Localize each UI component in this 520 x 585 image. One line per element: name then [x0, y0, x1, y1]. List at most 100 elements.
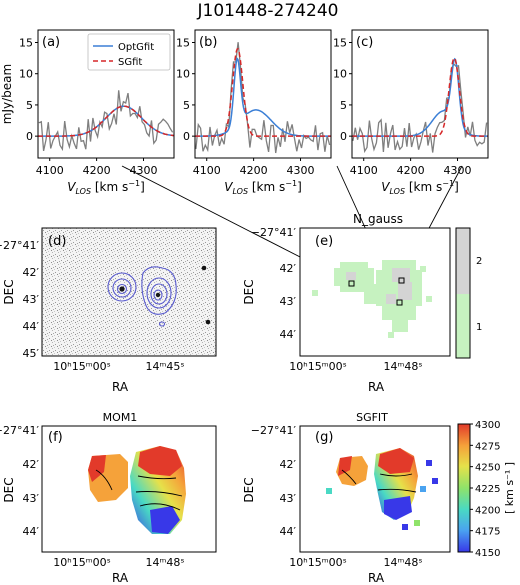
- ngauss-region-tail: [392, 318, 408, 332]
- panel-d-xticks: 10ʰ15ᵐ00ˢ 14ᵐ45ˢ: [53, 360, 184, 373]
- ngauss-cbar-2: [456, 228, 470, 294]
- spectrum-xtick-b-4100: 4100: [193, 164, 221, 177]
- spectrum-panel-a: (a) 0 5 10 15 4100 4200 4300 VLOS [km s−1]: [19, 29, 175, 196]
- legend-label-sgfit: SGfit: [118, 57, 142, 68]
- spectrum-ytick-a-0: 0: [26, 130, 33, 143]
- panel-d-ylabel: DEC: [2, 279, 16, 304]
- panel-e-title: N_gauss: [353, 212, 403, 226]
- sgfit-line-b: [195, 47, 331, 137]
- contour-right-2: [146, 277, 172, 309]
- ngauss-two-2: [398, 282, 412, 300]
- spectrum-ytick-c-5: 5: [340, 99, 347, 112]
- ngauss-two-1: [392, 268, 410, 282]
- pixel-marker-c: [398, 277, 405, 284]
- d-ytick-44: 44′: [23, 320, 40, 333]
- spectrum-xtick-c-4100: 4100: [350, 164, 378, 177]
- ngauss-cbar-tick-1: 1: [476, 322, 482, 333]
- spectrum-frame-c: [351, 29, 489, 159]
- optgfit-line-a: [38, 105, 174, 137]
- spectrum-panel-c: (c) 0 5 10 15 4100 4200 4300 VLOS [km s−1]: [333, 29, 489, 196]
- f-ytick-44: 44′: [23, 525, 40, 538]
- mom1-contour-2: [137, 475, 177, 480]
- e-ytick-43: 43′: [280, 295, 297, 308]
- spectrum-data-a: [38, 90, 174, 152]
- mom1-right-red: [138, 446, 182, 476]
- panel-f-xlabel: RA: [112, 571, 129, 585]
- optgfit-line-c: [352, 57, 488, 137]
- mom1-contour-1: [95, 469, 113, 491]
- d-ytick-45: 45′: [23, 347, 40, 360]
- g-xtick-2: 14ᵐ48ˢ: [384, 556, 423, 569]
- contour-left-2: [112, 278, 132, 298]
- velocity-cbar-tick-4175: 4175: [475, 527, 500, 538]
- spectrum-data-c: [352, 63, 488, 154]
- panel-g: SGFIT (g) −27°41′ 42′ 43′ 44′: [242, 411, 516, 585]
- mom1-right-blue: [150, 506, 180, 534]
- sgfit-pixel-3: [426, 460, 432, 466]
- panel-e-xticks: 10ʰ15ᵐ00ˢ 14ᵐ48ˢ: [289, 360, 422, 373]
- panel-e-ylabel: DEC: [242, 279, 256, 304]
- f-ytick-43: 43′: [23, 492, 40, 505]
- f-xtick-1: 10ʰ15ᵐ00ˢ: [53, 556, 110, 569]
- mom1-map: [88, 446, 186, 534]
- ngauss-region-edge-3: [312, 290, 318, 296]
- g-ytick-43: 43′: [280, 492, 297, 505]
- star-1: [201, 265, 207, 271]
- sgfit-left-red: [338, 456, 352, 476]
- velocity-cbar-tick-4225: 4225: [475, 484, 500, 495]
- panel-e-yticks: −27°41′ 42′ 43′ 44′: [251, 226, 297, 341]
- sgfit-right-red: [378, 448, 414, 474]
- panel-f-frame: [41, 425, 217, 553]
- velocity-cbar-tick-4275: 4275: [475, 441, 500, 452]
- panel-d-yticks: −27°41′ 42′ 43′ 44′ 45′: [0, 239, 39, 360]
- contour-right-5: [158, 321, 166, 327]
- ngauss-two-component: [346, 268, 412, 304]
- panel-d: (d) −27°41′ 42′ 43′ 44′ 45′ 10ʰ15ᵐ00ˢ 14…: [0, 227, 217, 394]
- d-ytick-43: 43′: [23, 293, 40, 306]
- ngauss-region-mid: [364, 284, 384, 304]
- g-xtick-1: 10ʰ15ᵐ00ˢ: [289, 556, 346, 569]
- velocity-cbar-tick-4150: 4150: [475, 548, 500, 559]
- mom1-contours: [95, 469, 183, 511]
- spectrum-xlabel-a: VLOS [km s−1]: [67, 179, 145, 196]
- spectrum-frame-b: [194, 29, 332, 159]
- panel-d-contours: [107, 266, 177, 327]
- ngauss-cbar-tick-2: 2: [476, 256, 482, 267]
- panel-d-frame: [41, 227, 217, 357]
- star-2: [205, 319, 211, 325]
- d-ytick-42: 42′: [23, 266, 40, 279]
- d-ytick-41: −27°41′: [0, 239, 39, 252]
- contour-left-3: [116, 283, 128, 295]
- spectrum-ytick-c-10: 10: [333, 68, 347, 81]
- spectrum-ytick-a-15: 15: [19, 36, 33, 49]
- mom1-contour-4: [139, 503, 181, 511]
- g-ytick-41: −27°41′: [251, 424, 297, 437]
- sgfit-right-blue: [384, 496, 412, 520]
- panel-g-label: (g): [315, 430, 333, 445]
- panel-e-label: (e): [315, 234, 333, 249]
- velocity-cbar-tick-4300: 4300: [475, 420, 500, 431]
- e-xtick-1: 10ʰ15ᵐ00ˢ: [289, 360, 346, 373]
- spectrum-ytick-a-5: 5: [26, 99, 33, 112]
- panel-g-xlabel: RA: [368, 571, 385, 585]
- panel-f-yticks: −27°41′ 42′ 43′ 44′: [0, 424, 39, 538]
- sgfit-pixel-1: [326, 488, 332, 494]
- panel-f-xticks: 10ʰ15ᵐ00ˢ 14ᵐ48ˢ: [53, 556, 184, 569]
- spectra-panels: (a) 0 5 10 15 4100 4200 4300 VLOS [km s−1] (b) 0 5 1…: [0, 29, 489, 196]
- sgfit-pixel-4: [432, 478, 438, 484]
- spectrum-xlabel-c: VLOS [km s−1]: [381, 179, 459, 196]
- panel-d-label: (d): [48, 234, 66, 249]
- ngauss-cbar-1: [456, 294, 470, 358]
- sgfit-contours: [341, 469, 417, 493]
- spectrum-xlabel-b: VLOS [km s−1]: [224, 179, 302, 196]
- spectrum-label-b: (b): [199, 35, 217, 50]
- spectrum-xtick-c-4300: 4300: [444, 164, 472, 177]
- spectrum-panel-b: (b) 0 5 10 15 4100 4200 4300 VLOS [km s−1]: [176, 29, 332, 196]
- sgfit-line-c: [352, 57, 488, 137]
- e-ytick-41: −27°41′: [251, 226, 297, 239]
- spectrum-legend: OptGfit SGfit: [87, 33, 171, 71]
- sgfit-map: [326, 448, 438, 530]
- legend-box: [87, 33, 171, 71]
- spectrum-xtick-a-4200: 4200: [83, 164, 111, 177]
- spectrum-ytick-c-0: 0: [340, 130, 347, 143]
